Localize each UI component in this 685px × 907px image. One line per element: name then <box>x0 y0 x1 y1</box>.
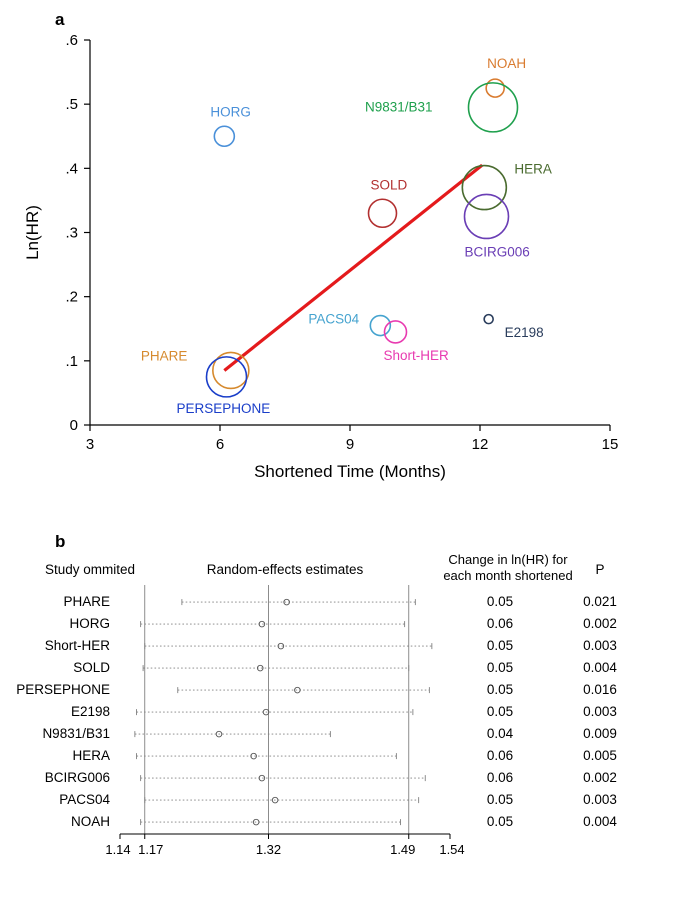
forest-x-tick-label: 1.54 <box>439 842 464 857</box>
forest-row-label: E2198 <box>71 704 110 719</box>
change-value: 0.06 <box>487 616 513 631</box>
study-point <box>369 199 397 227</box>
p-value: 0.021 <box>583 594 617 609</box>
y-tick-label: .4 <box>65 160 78 177</box>
regression-line <box>224 165 482 370</box>
forest-x-tick-label: 1.32 <box>256 842 281 857</box>
study-label: Short-HER <box>384 348 450 363</box>
p-value: 0.004 <box>583 814 617 829</box>
change-value: 0.05 <box>487 704 513 719</box>
p-value: 0.016 <box>583 682 617 697</box>
p-value: 0.003 <box>583 638 617 653</box>
header-effects: Random-effects estimates <box>207 562 364 577</box>
y-tick-label: .3 <box>65 225 78 242</box>
study-label: PHARE <box>141 348 188 363</box>
change-value: 0.06 <box>487 748 513 763</box>
y-tick-label: .2 <box>65 289 78 306</box>
point-estimate <box>295 687 301 693</box>
change-value: 0.05 <box>487 638 513 653</box>
forest-chart: Study ommited Random-effects estimates Cha… <box>0 552 685 902</box>
study-label: SOLD <box>371 177 408 192</box>
study-point <box>207 357 247 397</box>
study-point <box>469 83 518 132</box>
study-label: NOAH <box>487 56 526 71</box>
x-tick-label: 3 <box>86 436 94 453</box>
study-point <box>484 315 493 324</box>
change-value: 0.05 <box>487 814 513 829</box>
forest-x-tick-label: 1.14 <box>105 842 130 857</box>
forest-row-label: HORG <box>70 616 111 631</box>
y-axis-title: Ln(HR) <box>23 205 42 260</box>
x-tick-label: 6 <box>216 436 224 453</box>
p-value: 0.003 <box>583 704 617 719</box>
forest-row-label: SOLD <box>73 660 110 675</box>
forest-row-label: Short-HER <box>45 638 111 653</box>
study-label: HORG <box>210 104 251 119</box>
panel-b-label: b <box>55 532 65 552</box>
x-tick-label: 9 <box>346 436 354 453</box>
p-value: 0.003 <box>583 792 617 807</box>
header-change-l2: each month shortened <box>443 568 572 583</box>
y-tick-label: .5 <box>65 96 78 113</box>
study-label: N9831/B31 <box>365 99 433 114</box>
y-tick-label: 0 <box>70 417 78 434</box>
p-value: 0.002 <box>583 616 617 631</box>
header-change-l1: Change in ln(HR) for <box>448 552 568 567</box>
x-tick-label: 12 <box>472 436 489 453</box>
forest-row-label: PACS04 <box>59 792 110 807</box>
p-value: 0.005 <box>583 748 617 763</box>
forest-x-tick-label: 1.49 <box>390 842 415 857</box>
study-label: BCIRG006 <box>465 244 530 259</box>
study-label: HERA <box>514 162 552 177</box>
study-point <box>486 79 504 97</box>
change-value: 0.05 <box>487 594 513 609</box>
change-value: 0.05 <box>487 660 513 675</box>
p-value: 0.009 <box>583 726 617 741</box>
forest-row-label: PHARE <box>63 594 110 609</box>
study-label: E2198 <box>505 325 544 340</box>
forest-x-tick-label: 1.17 <box>138 842 163 857</box>
study-point <box>465 194 509 238</box>
x-axis-title: Shortened Time (Months) <box>254 462 446 481</box>
p-value: 0.004 <box>583 660 617 675</box>
change-value: 0.05 <box>487 682 513 697</box>
forest-row-label: NOAH <box>71 814 110 829</box>
forest-row-label: PERSEPHONE <box>16 682 110 697</box>
p-value: 0.002 <box>583 770 617 785</box>
header-study: Study ommited <box>45 562 135 577</box>
scatter-chart: 3 6 9 12 15 0 .1 .2 .3 .4 .5 .6 Shortened Time (Mont… <box>0 0 685 520</box>
study-label: PACS04 <box>308 312 359 327</box>
y-tick-label: .1 <box>65 353 78 370</box>
forest-row-label: BCIRG006 <box>45 770 110 785</box>
change-value: 0.06 <box>487 770 513 785</box>
x-tick-label: 15 <box>602 436 619 453</box>
forest-row-label: N9831/B31 <box>42 726 110 741</box>
change-value: 0.05 <box>487 792 513 807</box>
study-label: PERSEPHONE <box>177 401 271 416</box>
header-p: P <box>595 562 604 577</box>
y-tick-label: .6 <box>65 32 78 49</box>
study-point <box>214 126 234 146</box>
forest-row-label: HERA <box>72 748 110 763</box>
change-value: 0.04 <box>487 726 514 741</box>
